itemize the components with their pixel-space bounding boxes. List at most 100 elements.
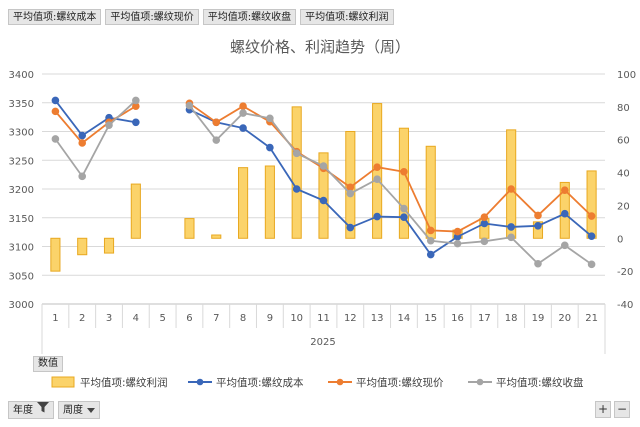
series-point-0 [292, 185, 301, 193]
series-point-2 [51, 135, 60, 143]
y-left-tick-label: 3150 [9, 214, 34, 225]
series-point-0 [534, 222, 542, 230]
y-left-tick-label: 3250 [9, 156, 34, 167]
filter-funnel-icon [37, 401, 49, 419]
legend-item: 平均值项:螺纹利润 [51, 376, 168, 389]
legend-marker [476, 378, 484, 386]
filter-year-button[interactable]: 年度 [8, 401, 54, 419]
series-line-0 [54, 99, 136, 137]
profit-bar [184, 218, 195, 239]
series-point-0 [78, 131, 87, 140]
profit-bar [264, 165, 275, 239]
y-right-tick-label: 20 [617, 201, 630, 212]
series-point-2 [185, 101, 194, 110]
series-point-0 [507, 223, 515, 231]
profit-bar [211, 234, 222, 239]
series-point-0 [400, 213, 408, 221]
x-tick-label: 6 [186, 313, 192, 324]
series-point-2 [292, 149, 301, 158]
series-point-0 [239, 124, 247, 132]
y-right-tick-label: 0 [617, 234, 623, 245]
y-left-tick-label: 3350 [9, 99, 34, 110]
legend-item: 平均值项:螺纹现价 [328, 376, 444, 389]
x-tick-label: 1 [52, 313, 58, 324]
series-point-2 [507, 233, 515, 242]
series-line-1 [54, 105, 137, 145]
series-point-2 [426, 236, 435, 245]
profit-bar [291, 106, 302, 239]
series-point-2 [560, 241, 569, 250]
series-point-1 [78, 139, 87, 147]
dropdown-arrow-icon [87, 402, 95, 419]
series-line-2 [54, 99, 137, 179]
x-tick-label: 4 [133, 313, 139, 324]
series-point-2 [453, 239, 462, 248]
x-tick-label: 14 [398, 313, 411, 324]
y-right-tick-label: -40 [617, 300, 633, 311]
expand-button[interactable]: + [595, 401, 611, 418]
series-line-1 [188, 102, 593, 233]
x-tick-label: 18 [505, 313, 518, 324]
series-line-0 [189, 108, 593, 256]
legend-marker [336, 378, 344, 386]
series-point-2 [78, 172, 87, 181]
legend-label: 平均值项:螺纹现价 [356, 376, 444, 389]
series-point-0 [426, 250, 435, 259]
series-point-2 [373, 175, 381, 184]
values-field-button[interactable]: 数值 [33, 356, 63, 372]
series-point-2 [587, 260, 596, 269]
series-point-0 [51, 96, 60, 105]
y-right-tick-label: 80 [617, 103, 630, 114]
y-right-tick-label: 40 [617, 169, 630, 180]
profit-bar [318, 152, 329, 239]
legend-marker [196, 378, 204, 386]
legend-item: 平均值项:螺纹成本 [188, 376, 304, 389]
series-point-2 [239, 109, 247, 117]
series-point-2 [319, 162, 328, 170]
x-tick-label: 7 [213, 313, 219, 324]
x-tick-label: 10 [290, 313, 303, 324]
x-tick-label: 21 [585, 313, 598, 324]
x-tick-label: 5 [159, 313, 165, 324]
series-point-2 [105, 121, 113, 129]
zoom-controls: + − [595, 401, 630, 418]
profit-bar [506, 129, 517, 239]
field-button-close[interactable]: 平均值项:螺纹收盘 [202, 9, 297, 25]
pivot-field-buttons: 平均值项:螺纹成本 平均值项:螺纹现价 平均值项:螺纹收盘 平均值项:螺纹利润 [8, 9, 394, 25]
series-point-1 [534, 211, 542, 220]
x-tick-label: 19 [532, 313, 545, 324]
series-point-2 [132, 96, 140, 105]
series-point-0 [480, 219, 489, 228]
field-button-price[interactable]: 平均值项:螺纹现价 [105, 9, 199, 25]
x-tick-label: 12 [344, 313, 357, 324]
filter-year-label: 年度 [13, 404, 33, 416]
series-point-1 [587, 212, 596, 220]
pivot-filter-bar: 年度 周度 [8, 401, 100, 419]
series-point-0 [346, 223, 355, 232]
x-tick-label: 9 [267, 313, 273, 324]
x-tick-label: 8 [240, 313, 246, 324]
y-right-tick-label: 60 [617, 136, 630, 147]
y-left-tick-label: 3300 [9, 128, 34, 139]
series-point-0 [266, 143, 274, 152]
x-tick-label: 2 [79, 313, 85, 324]
y-left-tick-label: 3050 [9, 271, 34, 282]
field-button-profit[interactable]: 平均值项:螺纹利润 [300, 9, 394, 25]
series-point-1 [239, 102, 247, 110]
legend-bar-swatch [51, 376, 75, 388]
field-button-cost[interactable]: 平均值项:螺纹成本 [8, 9, 102, 25]
series-point-1 [426, 226, 435, 235]
series-point-0 [132, 118, 140, 127]
collapse-button[interactable]: − [614, 401, 630, 418]
legend-item: 平均值项:螺纹收盘 [468, 376, 584, 389]
y-right-tick-label: 100 [617, 70, 636, 81]
series-point-0 [587, 232, 596, 240]
series-point-2 [534, 259, 542, 268]
series-point-1 [212, 118, 221, 127]
profit-bar [50, 237, 61, 272]
filter-week-button[interactable]: 周度 [58, 401, 100, 419]
y-right-tick-label: -20 [617, 267, 633, 278]
profit-bar [77, 237, 88, 256]
profit-bar [130, 183, 141, 239]
